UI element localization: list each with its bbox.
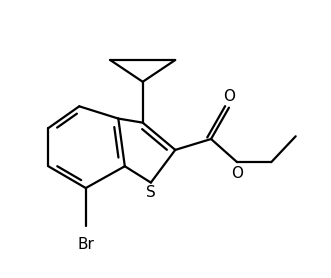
Text: O: O [231,166,243,181]
Text: O: O [223,89,235,104]
Text: S: S [146,185,156,200]
Text: Br: Br [77,237,94,252]
